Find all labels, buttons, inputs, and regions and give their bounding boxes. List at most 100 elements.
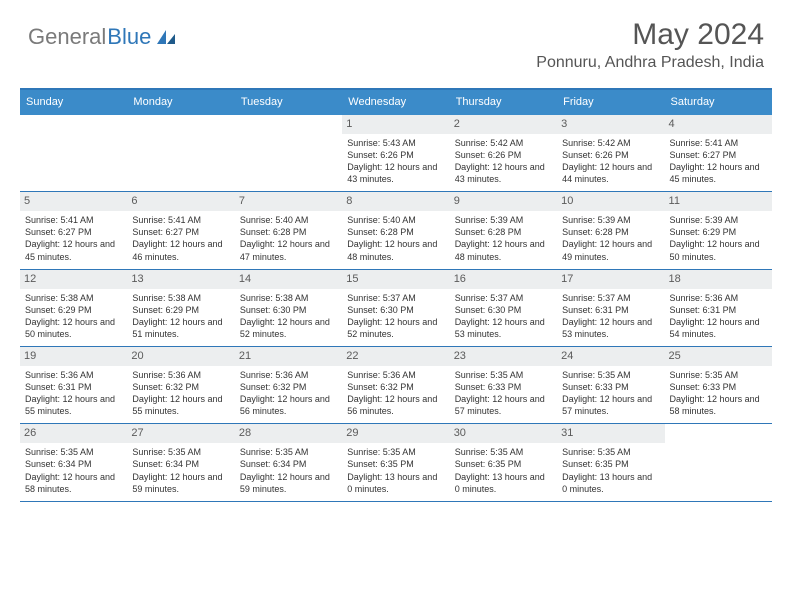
- day-number: [127, 115, 234, 133]
- daylight-line: Daylight: 13 hours and 0 minutes.: [347, 471, 444, 495]
- sunrise-line: Sunrise: 5:35 AM: [562, 446, 659, 458]
- calendar-day: [20, 115, 127, 191]
- day-number: 22: [342, 347, 449, 366]
- calendar-day: 5Sunrise: 5:41 AMSunset: 6:27 PMDaylight…: [20, 192, 127, 268]
- sunrise-line: Sunrise: 5:37 AM: [455, 292, 552, 304]
- daylight-line: Daylight: 12 hours and 58 minutes.: [670, 393, 767, 417]
- calendar-day: 31Sunrise: 5:35 AMSunset: 6:35 PMDayligh…: [557, 424, 664, 500]
- sunrise-line: Sunrise: 5:39 AM: [455, 214, 552, 226]
- sunset-line: Sunset: 6:30 PM: [347, 304, 444, 316]
- day-number: 21: [235, 347, 342, 366]
- calendar-day: 14Sunrise: 5:38 AMSunset: 6:30 PMDayligh…: [235, 270, 342, 346]
- daylight-line: Daylight: 12 hours and 53 minutes.: [455, 316, 552, 340]
- daylight-line: Daylight: 12 hours and 52 minutes.: [347, 316, 444, 340]
- day-number: 26: [20, 424, 127, 443]
- sunrise-line: Sunrise: 5:36 AM: [132, 369, 229, 381]
- sunrise-line: Sunrise: 5:42 AM: [562, 137, 659, 149]
- weekday-header-row: SundayMondayTuesdayWednesdayThursdayFrid…: [20, 90, 772, 115]
- calendar-week: 26Sunrise: 5:35 AMSunset: 6:34 PMDayligh…: [20, 424, 772, 501]
- calendar-day: 30Sunrise: 5:35 AMSunset: 6:35 PMDayligh…: [450, 424, 557, 500]
- weekday-header: Friday: [557, 90, 664, 115]
- day-number: 13: [127, 270, 234, 289]
- sunrise-line: Sunrise: 5:38 AM: [132, 292, 229, 304]
- sunset-line: Sunset: 6:31 PM: [670, 304, 767, 316]
- sunrise-line: Sunrise: 5:35 AM: [347, 446, 444, 458]
- daylight-line: Daylight: 12 hours and 43 minutes.: [347, 161, 444, 185]
- sunrise-line: Sunrise: 5:37 AM: [347, 292, 444, 304]
- day-number: 14: [235, 270, 342, 289]
- sunrise-line: Sunrise: 5:37 AM: [562, 292, 659, 304]
- day-number: 16: [450, 270, 557, 289]
- calendar: SundayMondayTuesdayWednesdayThursdayFrid…: [20, 88, 772, 502]
- logo-text-blue: Blue: [107, 24, 151, 50]
- daylight-line: Daylight: 12 hours and 55 minutes.: [25, 393, 122, 417]
- day-number: 31: [557, 424, 664, 443]
- sunset-line: Sunset: 6:29 PM: [25, 304, 122, 316]
- sunset-line: Sunset: 6:34 PM: [132, 458, 229, 470]
- calendar-day: 6Sunrise: 5:41 AMSunset: 6:27 PMDaylight…: [127, 192, 234, 268]
- calendar-day: 19Sunrise: 5:36 AMSunset: 6:31 PMDayligh…: [20, 347, 127, 423]
- sunset-line: Sunset: 6:29 PM: [132, 304, 229, 316]
- sunrise-line: Sunrise: 5:35 AM: [562, 369, 659, 381]
- weekday-header: Tuesday: [235, 90, 342, 115]
- title-block: May 2024 Ponnuru, Andhra Pradesh, India: [536, 18, 764, 72]
- calendar-day: 24Sunrise: 5:35 AMSunset: 6:33 PMDayligh…: [557, 347, 664, 423]
- day-number: 15: [342, 270, 449, 289]
- logo: GeneralBlue: [28, 24, 177, 50]
- calendar-day: 11Sunrise: 5:39 AMSunset: 6:29 PMDayligh…: [665, 192, 772, 268]
- sunset-line: Sunset: 6:32 PM: [132, 381, 229, 393]
- sunset-line: Sunset: 6:34 PM: [25, 458, 122, 470]
- calendar-day: 12Sunrise: 5:38 AMSunset: 6:29 PMDayligh…: [20, 270, 127, 346]
- sunset-line: Sunset: 6:26 PM: [562, 149, 659, 161]
- day-number: 17: [557, 270, 664, 289]
- calendar-day: 27Sunrise: 5:35 AMSunset: 6:34 PMDayligh…: [127, 424, 234, 500]
- day-number: 28: [235, 424, 342, 443]
- sunset-line: Sunset: 6:31 PM: [562, 304, 659, 316]
- sunset-line: Sunset: 6:34 PM: [240, 458, 337, 470]
- day-number: [20, 115, 127, 133]
- calendar-day: 17Sunrise: 5:37 AMSunset: 6:31 PMDayligh…: [557, 270, 664, 346]
- calendar-day: 25Sunrise: 5:35 AMSunset: 6:33 PMDayligh…: [665, 347, 772, 423]
- daylight-line: Daylight: 12 hours and 51 minutes.: [132, 316, 229, 340]
- calendar-day: 16 Sunrise: 5:37 AMSunset: 6:30 PMDayligh…: [450, 270, 557, 346]
- sunrise-line: Sunrise: 5:40 AM: [240, 214, 337, 226]
- sunrise-line: Sunrise: 5:35 AM: [455, 446, 552, 458]
- day-number: [665, 424, 772, 442]
- daylight-line: Daylight: 12 hours and 45 minutes.: [670, 161, 767, 185]
- day-number: 24: [557, 347, 664, 366]
- day-number: 6: [127, 192, 234, 211]
- weekday-header: Saturday: [665, 90, 772, 115]
- sunrise-line: Sunrise: 5:38 AM: [240, 292, 337, 304]
- day-number: 27: [127, 424, 234, 443]
- calendar-week: 19Sunrise: 5:36 AMSunset: 6:31 PMDayligh…: [20, 347, 772, 424]
- daylight-line: Daylight: 12 hours and 57 minutes.: [455, 393, 552, 417]
- day-number: 11: [665, 192, 772, 211]
- daylight-line: Daylight: 12 hours and 59 minutes.: [240, 471, 337, 495]
- sunset-line: Sunset: 6:32 PM: [240, 381, 337, 393]
- daylight-line: Daylight: 12 hours and 59 minutes.: [132, 471, 229, 495]
- calendar-day: 15 Sunrise: 5:37 AMSunset: 6:30 PMDayligh…: [342, 270, 449, 346]
- day-number: 2: [450, 115, 557, 134]
- calendar-day: 28Sunrise: 5:35 AMSunset: 6:34 PMDayligh…: [235, 424, 342, 500]
- sunset-line: Sunset: 6:28 PM: [562, 226, 659, 238]
- sunset-line: Sunset: 6:31 PM: [25, 381, 122, 393]
- day-number: 23: [450, 347, 557, 366]
- weekday-header: Wednesday: [342, 90, 449, 115]
- calendar-week: 5Sunrise: 5:41 AMSunset: 6:27 PMDaylight…: [20, 192, 772, 269]
- location: Ponnuru, Andhra Pradesh, India: [536, 54, 764, 72]
- day-number: 10: [557, 192, 664, 211]
- sunrise-line: Sunrise: 5:36 AM: [347, 369, 444, 381]
- sunset-line: Sunset: 6:30 PM: [455, 304, 552, 316]
- day-number: 3: [557, 115, 664, 134]
- sunset-line: Sunset: 6:35 PM: [347, 458, 444, 470]
- sunrise-line: Sunrise: 5:41 AM: [132, 214, 229, 226]
- day-number: 5: [20, 192, 127, 211]
- month-title: May 2024: [536, 18, 764, 52]
- sunset-line: Sunset: 6:26 PM: [455, 149, 552, 161]
- sunset-line: Sunset: 6:28 PM: [347, 226, 444, 238]
- calendar-day: 23Sunrise: 5:35 AMSunset: 6:33 PMDayligh…: [450, 347, 557, 423]
- calendar-day: [665, 424, 772, 500]
- sunrise-line: Sunrise: 5:36 AM: [670, 292, 767, 304]
- sunset-line: Sunset: 6:33 PM: [670, 381, 767, 393]
- day-number: 20: [127, 347, 234, 366]
